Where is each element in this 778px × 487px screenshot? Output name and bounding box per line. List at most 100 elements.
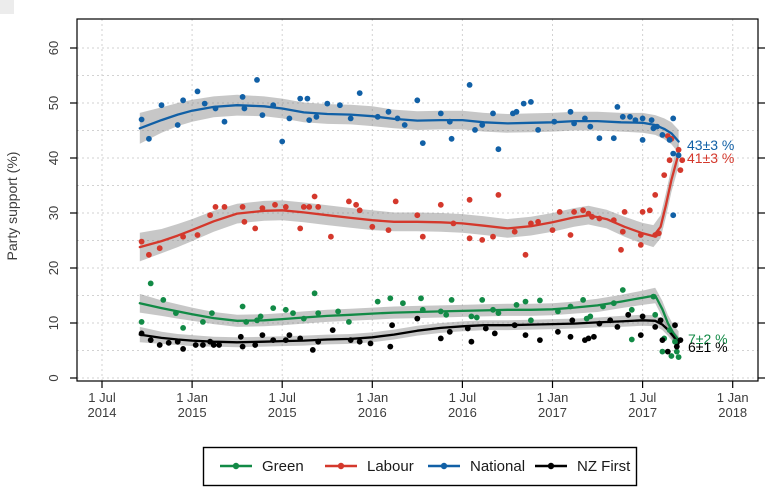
poll-point	[300, 204, 307, 210]
poll-point	[282, 337, 289, 343]
poll-point	[466, 235, 473, 242]
poll-point	[567, 303, 574, 310]
poll-point	[146, 135, 152, 142]
poll-point	[270, 305, 277, 311]
poll-point	[309, 347, 316, 353]
poll-point	[353, 201, 359, 208]
x-tick-label: 1 Jul	[268, 390, 296, 405]
x-tick-label: 2014	[88, 405, 117, 420]
poll-point	[589, 213, 595, 220]
poll-point	[212, 105, 219, 112]
legend-symbol-point-national	[440, 462, 448, 470]
poll-point	[419, 306, 426, 313]
poll-point	[535, 218, 541, 225]
confidence-band-green	[139, 287, 679, 349]
poll-point	[495, 192, 502, 198]
poll-point	[443, 311, 450, 318]
poll-point	[315, 310, 322, 316]
annotation-nzfirst: 6±1 %	[688, 339, 728, 355]
poll-point	[639, 313, 646, 320]
x-tick-label: 1 Jul	[629, 390, 657, 405]
poll-point	[437, 110, 444, 117]
poll-point	[200, 319, 206, 325]
poll-point	[675, 152, 682, 159]
poll-point	[270, 102, 277, 109]
y-axis-title: Party support (%)	[4, 152, 20, 261]
poll-point	[591, 333, 597, 340]
poll-point	[201, 100, 208, 107]
poll-point	[173, 310, 179, 316]
poll-point	[619, 113, 626, 120]
poll-point	[520, 100, 527, 107]
poll-point	[479, 237, 486, 243]
poll-point	[385, 108, 392, 115]
poll-point	[374, 113, 381, 120]
poll-points-national	[138, 77, 682, 219]
poll-point	[466, 82, 473, 88]
poll-point	[243, 319, 250, 325]
poll-point	[324, 100, 331, 107]
y-tick-label: 10	[46, 316, 61, 330]
poll-point	[567, 333, 574, 340]
poll-point	[147, 337, 154, 343]
poll-point	[448, 297, 455, 303]
poll-point	[147, 280, 154, 287]
poll-point	[346, 198, 352, 205]
poll-point	[614, 324, 621, 330]
poll-point	[468, 313, 475, 320]
chart-overlay: Party support (%) 43±3 % 41±3 % 7±2 % 6±…	[4, 18, 759, 487]
legend-item-green: Green	[220, 458, 304, 475]
poll-point	[652, 324, 659, 330]
poll-point	[639, 115, 646, 122]
poll-point	[306, 117, 313, 123]
poll-point	[628, 336, 635, 343]
poll-point	[619, 228, 626, 235]
poll-point	[466, 196, 473, 203]
poll-point	[160, 297, 167, 303]
confidence-band-labour	[139, 141, 679, 262]
poll-point	[282, 306, 289, 313]
poll-point	[347, 337, 354, 343]
x-tick-label: 1 Jan	[176, 390, 208, 405]
x-tick-label: 1 Jan	[717, 390, 749, 405]
poll-point	[237, 333, 244, 340]
poll-point	[158, 102, 165, 109]
poll-point	[180, 97, 187, 104]
poll-point	[450, 220, 457, 227]
poll-point	[655, 230, 662, 237]
poll-point	[346, 319, 352, 325]
poll-point	[639, 137, 646, 143]
poll-point	[673, 343, 680, 350]
poll-point	[659, 132, 666, 138]
poll-point	[297, 225, 304, 232]
poll-point	[329, 327, 336, 333]
poll-point	[165, 339, 172, 346]
poll-point	[580, 207, 586, 214]
poll-point	[387, 343, 394, 350]
poll-point	[335, 308, 341, 315]
poll-point	[610, 135, 617, 142]
poll-point	[659, 337, 666, 343]
poll-point	[672, 322, 678, 329]
plot-box	[76, 18, 759, 382]
poll-point	[652, 192, 659, 198]
poll-point	[306, 204, 313, 210]
poll-point	[446, 328, 453, 335]
poll-point	[286, 115, 293, 122]
poll-point	[448, 135, 455, 142]
poll-point	[556, 209, 563, 215]
poll-point	[639, 209, 646, 215]
poll-point	[652, 311, 659, 318]
poll-point	[619, 287, 626, 293]
x-tick-label: 2018	[718, 405, 747, 420]
poll-point	[300, 315, 307, 322]
poll-point	[537, 337, 543, 343]
poll-point	[252, 342, 259, 348]
poll-point	[282, 204, 289, 210]
poll-point	[670, 212, 677, 219]
legend-item-national: National	[428, 458, 525, 475]
poll-point	[254, 317, 260, 324]
poll-point	[385, 227, 392, 234]
poll-point	[221, 204, 228, 210]
x-tick-label: 2017	[538, 405, 567, 420]
